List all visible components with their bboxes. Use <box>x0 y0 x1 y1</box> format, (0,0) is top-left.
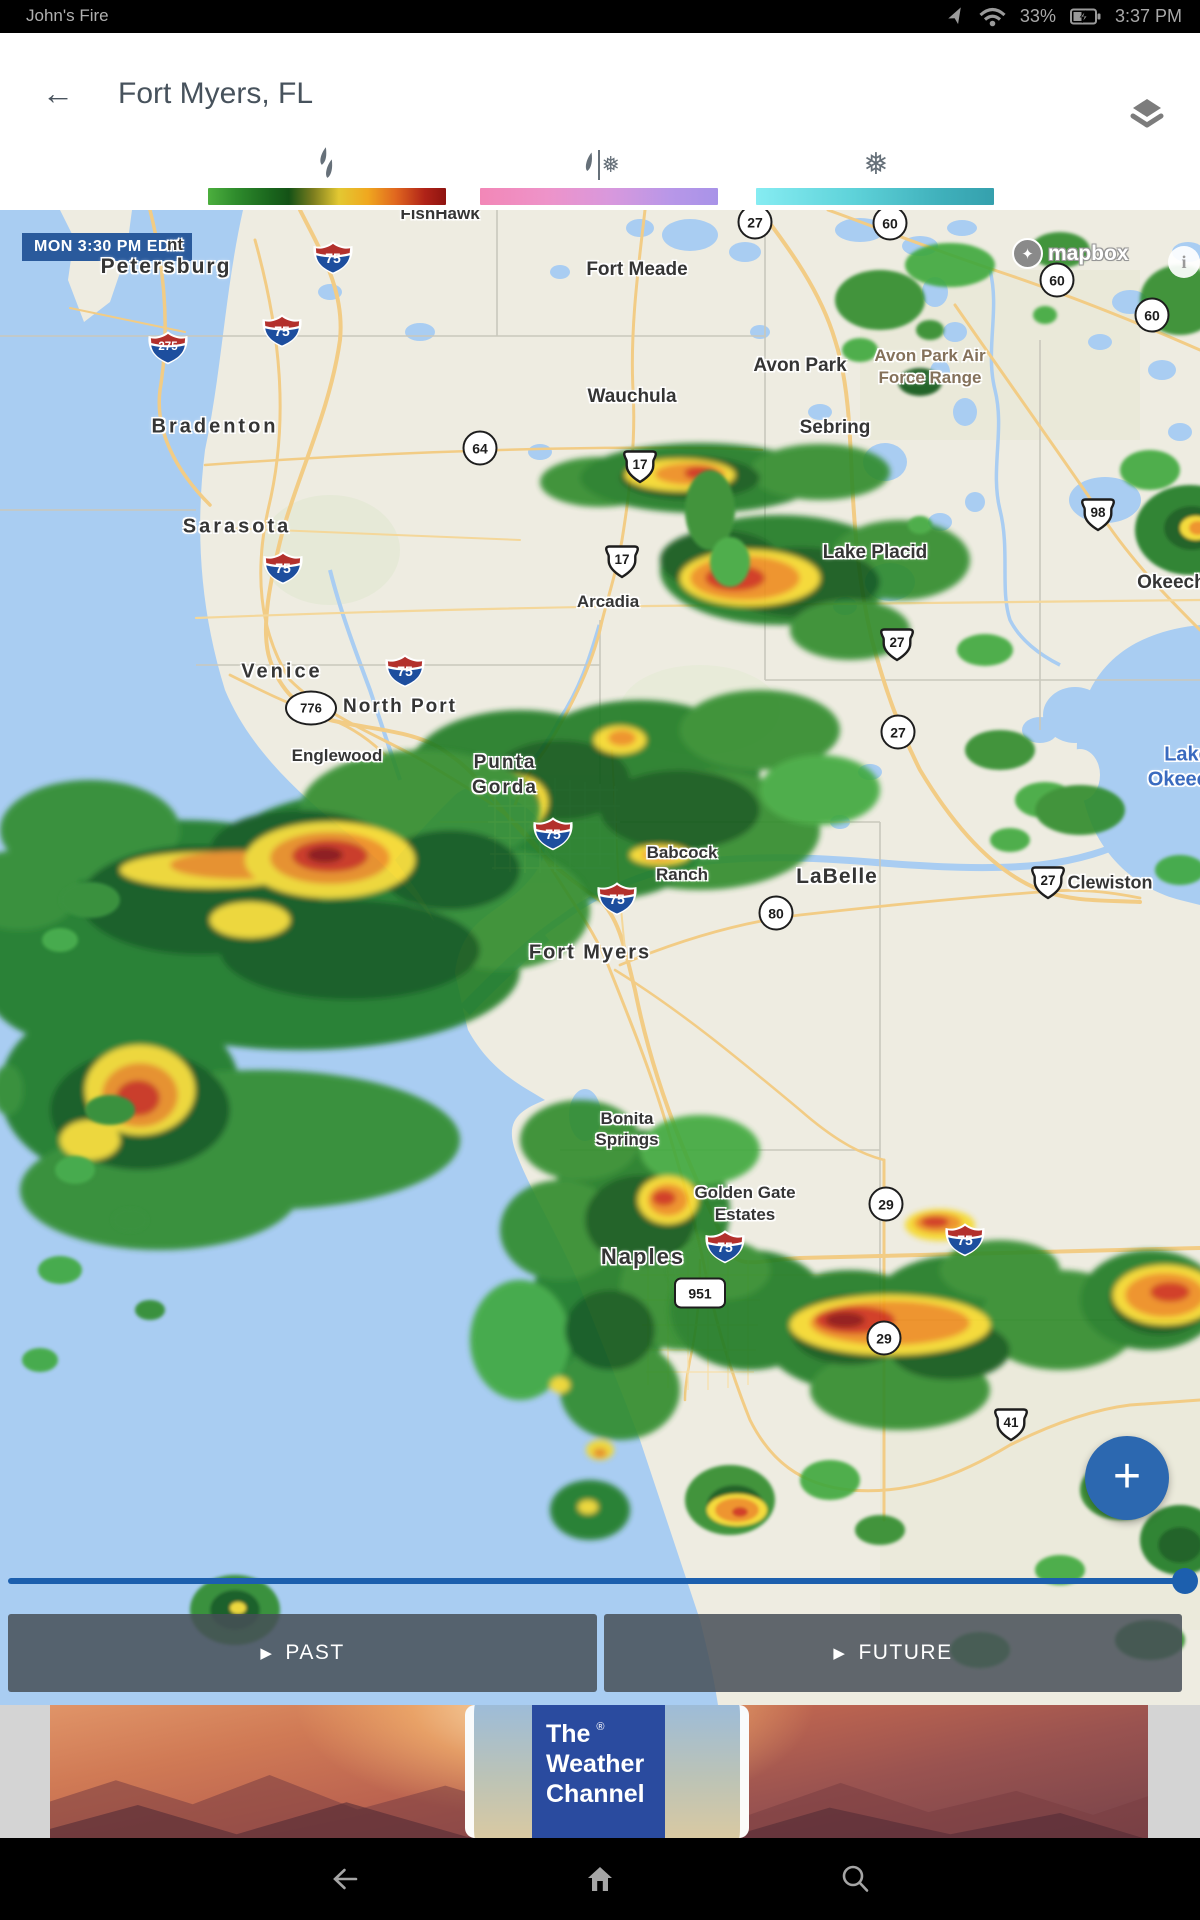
battery-icon <box>1069 8 1101 25</box>
battery-percent: 33% <box>1019 6 1056 26</box>
nav-back-icon[interactable] <box>327 1861 363 1897</box>
map-label-north-port: North Port <box>343 696 457 717</box>
map-label-force-range: Force Range <box>878 368 982 387</box>
future-button[interactable]: ▶ FUTURE <box>604 1614 1182 1692</box>
map-label-labelle: LaBelle <box>796 865 878 888</box>
route-shield-60: 60 <box>1134 297 1170 333</box>
map-label-avon-park: Avon Park <box>753 355 847 376</box>
play-icon: ▶ <box>260 1645 274 1662</box>
radar-map[interactable]: MON 3:30 PM EDT ✦ mapbox i nt Petersburg… <box>0 210 1200 1705</box>
nav-home-icon[interactable] <box>582 1861 618 1897</box>
divider <box>598 150 600 180</box>
map-label-fort-meade: Fort Meade <box>586 259 688 280</box>
mapbox-pin-icon: ✦ <box>1012 238 1043 269</box>
wifi-icon <box>979 7 1006 27</box>
route-shield-29: 29 <box>866 1320 902 1356</box>
map-label-sebring: Sebring <box>799 417 871 438</box>
map-label-ranch: Ranch <box>656 865 708 884</box>
ad-phone-mockup: The ® Weather Channel <box>465 1705 749 1838</box>
legend-mix-gradient <box>480 188 718 205</box>
map-label-petersburg: Petersburg <box>100 255 232 278</box>
route-shield-27: 27 <box>737 210 773 240</box>
route-shield-i75: 75 <box>262 549 304 585</box>
back-icon[interactable]: ← <box>42 75 74 111</box>
route-shield-i75: 75 <box>384 652 426 688</box>
map-label-saint: nt <box>166 235 184 254</box>
timeline-handle[interactable] <box>1172 1568 1198 1594</box>
map-label-wauchula: Wauchula <box>587 386 677 407</box>
map-label-fort-myers: Fort Myers <box>528 941 652 964</box>
info-icon[interactable]: i <box>1168 246 1200 278</box>
timestamp-badge: MON 3:30 PM EDT <box>22 233 193 261</box>
add-layer-fab[interactable]: + <box>1085 1436 1169 1520</box>
route-shield-us17: 17 <box>620 448 660 486</box>
clock: 3:37 PM <box>1114 6 1182 26</box>
route-shield-i75: 75 <box>532 815 574 851</box>
page-title: Fort Myers, FL <box>118 77 314 110</box>
map-label-englewood: Englewood <box>291 746 383 765</box>
map-label-lake-placid: Lake Placid <box>822 542 928 563</box>
map-label-fishhawk: FishHawk <box>400 210 480 223</box>
route-shield-60: 60 <box>872 210 908 241</box>
map-label-springs: Springs <box>595 1130 659 1149</box>
route-shield-i75: 75 <box>944 1221 986 1257</box>
route-shield-us27: 27 <box>1028 864 1068 902</box>
map-label-avon-park-air: Avon Park Air <box>874 346 986 365</box>
registered-mark: ® <box>596 1721 605 1733</box>
past-label: PAST <box>285 1641 345 1664</box>
route-shield-80: 80 <box>758 895 794 931</box>
route-shield-us17: 17 <box>602 543 642 581</box>
carrier-label: John's Fire <box>26 6 109 25</box>
weather-channel-logo: The ® Weather Channel <box>532 1705 665 1838</box>
map-label-babcock: Babcock <box>646 843 718 862</box>
map-label-venice: Venice <box>241 660 323 683</box>
map-label-arcadia: Arcadia <box>576 592 640 611</box>
map-label-gorda: Gorda <box>472 777 538 798</box>
map-label-lake: Lake <box>1164 743 1200 766</box>
route-shield-us27: 27 <box>877 626 917 664</box>
snow-icon: ❅ <box>863 148 889 181</box>
route-shield-us41: 41 <box>991 1406 1031 1444</box>
ad-banner[interactable]: The ® Weather Channel <box>0 1705 1200 1838</box>
map-label-okeechobee: Okeechob <box>1137 572 1200 593</box>
status-bar: John's Fire 33% 3:37 PM <box>0 0 1200 33</box>
route-shield-776: 776 <box>285 690 337 726</box>
map-label-okeechobee-lake: Okeecho <box>1147 768 1200 791</box>
location-icon <box>948 7 961 25</box>
system-nav-bar <box>0 1838 1200 1920</box>
route-shield-i75: 75 <box>704 1228 746 1264</box>
route-shield-27: 27 <box>880 714 916 750</box>
nav-search-icon[interactable] <box>837 1861 873 1897</box>
timeline-track[interactable] <box>8 1578 1190 1584</box>
route-shield-i75: 75 <box>312 239 354 275</box>
map-label-sarasota: Sarasota <box>182 515 292 538</box>
play-icon: ▶ <box>833 1645 847 1662</box>
route-shield-29: 29 <box>868 1186 904 1222</box>
route-shield-951: 951 <box>674 1277 726 1309</box>
route-shield-i75: 75 <box>596 880 638 916</box>
layers-icon[interactable] <box>1125 95 1173 139</box>
snowflake-icon: ❅ <box>601 152 620 177</box>
future-label: FUTURE <box>858 1641 953 1664</box>
legend-snow-gradient <box>756 188 994 205</box>
app-header: ← Fort Myers, FL ❅ ❅ <box>0 33 1200 210</box>
mapbox-logo[interactable]: ✦ mapbox <box>1012 238 1129 269</box>
map-label-estates: Estates <box>714 1205 776 1224</box>
rain-snow-icon: ❅ <box>570 145 630 185</box>
rain-icon <box>296 145 356 185</box>
route-shield-64: 64 <box>462 430 498 466</box>
map-label-punta: Punta <box>473 752 537 773</box>
map-label-clewiston: Clewiston <box>1067 872 1153 893</box>
map-label-naples: Naples <box>600 1244 686 1269</box>
route-shield-60: 60 <box>1039 262 1075 298</box>
route-shield-us98: 98 <box>1078 496 1118 534</box>
map-label-bradenton: Bradenton <box>151 415 279 438</box>
route-shield-i275: 275 <box>147 329 189 365</box>
map-label-golden-gate: Golden Gate <box>694 1183 796 1202</box>
plus-icon: + <box>1112 1449 1142 1503</box>
map-label-bonita: Bonita <box>600 1109 654 1128</box>
legend-rain-gradient <box>208 188 446 205</box>
route-shield-i75: 75 <box>261 312 303 348</box>
past-button[interactable]: ▶ PAST <box>8 1614 597 1692</box>
